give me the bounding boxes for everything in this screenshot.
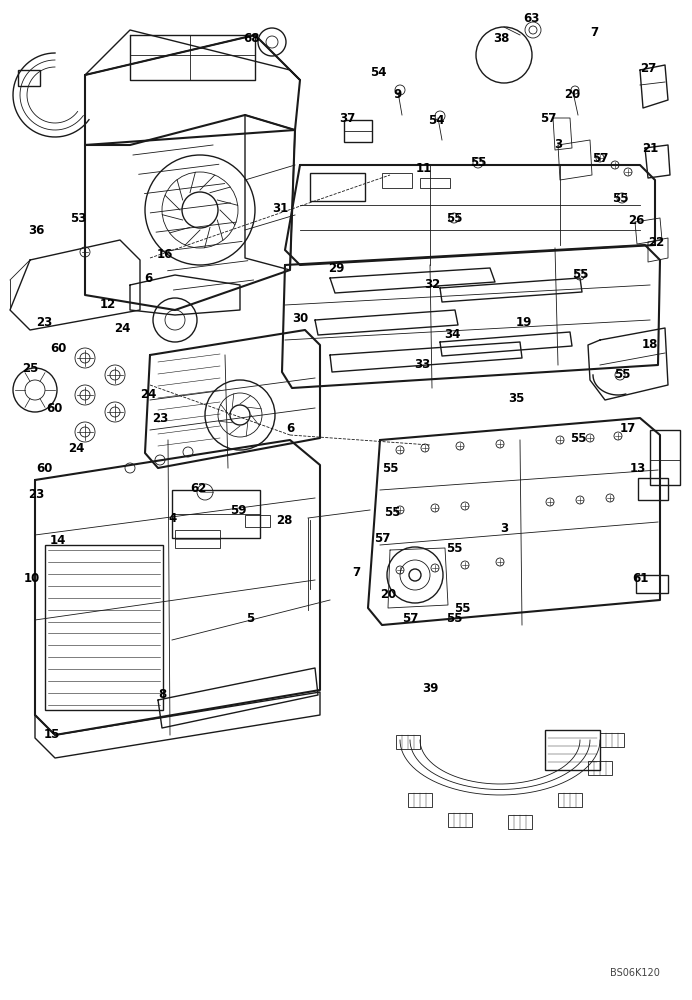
Text: 34: 34	[444, 328, 460, 342]
Text: 21: 21	[642, 141, 658, 154]
Text: 3: 3	[554, 138, 562, 151]
Text: 16: 16	[157, 248, 173, 261]
Text: 10: 10	[24, 572, 40, 584]
Text: 24: 24	[140, 388, 156, 401]
Bar	[588, 761, 612, 775]
Text: 60: 60	[36, 462, 52, 475]
Text: 59: 59	[230, 504, 246, 516]
Text: 55: 55	[570, 432, 586, 444]
Bar	[600, 733, 624, 747]
Bar	[344, 120, 372, 142]
Text: 55: 55	[612, 192, 628, 205]
Text: 55: 55	[572, 268, 588, 282]
Text: 55: 55	[454, 601, 471, 614]
Text: 23: 23	[152, 412, 168, 424]
Text: 4: 4	[169, 512, 177, 524]
Bar	[245, 515, 270, 527]
Text: 32: 32	[424, 278, 440, 292]
Text: 18: 18	[641, 338, 658, 352]
Text: 53: 53	[70, 212, 86, 225]
Text: 55: 55	[446, 542, 462, 554]
Text: 63: 63	[523, 11, 539, 24]
Text: 17: 17	[620, 422, 636, 434]
Text: 54: 54	[370, 66, 386, 79]
Text: 12: 12	[100, 298, 116, 312]
Bar	[172, 490, 260, 538]
Text: 11: 11	[416, 161, 432, 174]
Text: 5: 5	[246, 611, 254, 624]
Text: 68: 68	[244, 31, 260, 44]
Text: 55: 55	[470, 156, 486, 169]
Text: 23: 23	[28, 488, 44, 502]
Text: 31: 31	[272, 202, 288, 215]
Bar	[650, 430, 680, 485]
Bar	[558, 793, 582, 807]
Text: 7: 7	[352, 566, 360, 578]
Text: 23: 23	[36, 316, 52, 328]
Text: 55: 55	[384, 506, 400, 518]
Text: 60: 60	[46, 401, 62, 414]
Bar	[508, 815, 532, 829]
Text: 20: 20	[380, 588, 396, 601]
Text: 37: 37	[339, 111, 355, 124]
Text: 6: 6	[144, 271, 152, 284]
Bar	[545, 730, 600, 770]
Bar	[18, 70, 40, 86]
Text: 36: 36	[28, 224, 44, 236]
Text: 33: 33	[414, 359, 430, 371]
Text: 24: 24	[68, 442, 84, 454]
Bar	[175, 530, 220, 548]
Text: 57: 57	[540, 111, 556, 124]
Bar	[420, 178, 450, 188]
Text: 38: 38	[493, 31, 509, 44]
Text: 24: 24	[113, 322, 130, 334]
Text: 29: 29	[328, 261, 344, 274]
Text: 14: 14	[50, 534, 66, 546]
Text: 30: 30	[292, 312, 308, 324]
Text: 55: 55	[446, 611, 462, 624]
Text: 57: 57	[592, 151, 608, 164]
Text: 22: 22	[648, 235, 664, 248]
Text: 28: 28	[276, 514, 292, 526]
Bar	[396, 735, 420, 749]
Text: 15: 15	[44, 728, 60, 742]
Text: 60: 60	[50, 342, 66, 355]
Text: 7: 7	[590, 25, 598, 38]
Bar	[448, 813, 472, 827]
Text: 19: 19	[516, 316, 532, 328]
Bar	[638, 478, 668, 500]
Bar	[45, 545, 163, 710]
Text: 27: 27	[640, 62, 656, 75]
Text: 20: 20	[564, 89, 580, 102]
Text: 62: 62	[190, 482, 206, 494]
Text: 57: 57	[402, 611, 418, 624]
Text: 9: 9	[394, 89, 402, 102]
Text: 8: 8	[158, 688, 166, 702]
Text: 26: 26	[628, 214, 644, 227]
Bar	[382, 173, 412, 188]
Text: BS06K120: BS06K120	[610, 968, 660, 978]
Text: 61: 61	[632, 572, 648, 584]
Text: 57: 57	[374, 532, 390, 544]
Text: 55: 55	[382, 462, 399, 475]
Bar	[636, 575, 668, 593]
Text: 54: 54	[428, 113, 444, 126]
Bar	[408, 793, 432, 807]
Text: 55: 55	[614, 368, 630, 381]
Text: 35: 35	[508, 391, 524, 404]
Text: 25: 25	[22, 361, 38, 374]
Text: 13: 13	[630, 462, 646, 475]
Text: 3: 3	[500, 522, 508, 534]
Text: 55: 55	[446, 212, 462, 225]
Bar	[310, 173, 365, 201]
Text: 6: 6	[286, 422, 294, 434]
Text: 39: 39	[422, 682, 438, 694]
